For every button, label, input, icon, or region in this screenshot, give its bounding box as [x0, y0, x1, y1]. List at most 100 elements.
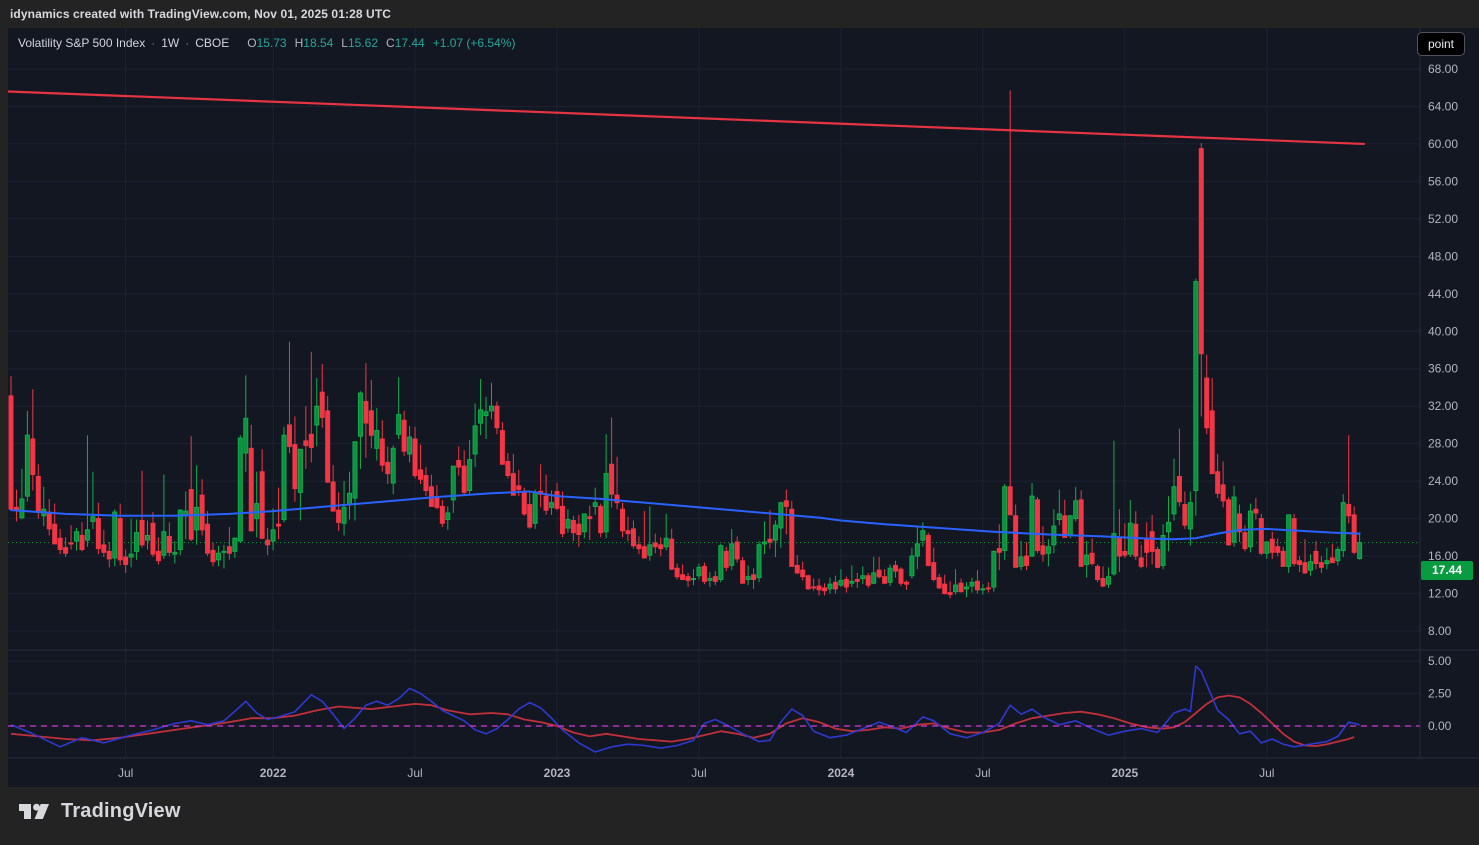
candle[interactable]	[1089, 538, 1095, 566]
candle[interactable]	[581, 513, 587, 539]
candle[interactable]	[603, 434, 609, 539]
candle[interactable]	[1307, 554, 1313, 576]
candle[interactable]	[822, 583, 828, 596]
candle[interactable]	[674, 563, 680, 580]
candle[interactable]	[259, 449, 265, 540]
candle[interactable]	[1198, 142, 1204, 417]
candle[interactable]	[445, 506, 451, 530]
candle[interactable]	[286, 341, 292, 454]
candle[interactable]	[510, 453, 516, 496]
candle[interactable]	[887, 564, 893, 587]
candle[interactable]	[756, 541, 762, 583]
candle[interactable]	[336, 492, 342, 531]
candle[interactable]	[772, 520, 778, 558]
candle[interactable]	[1171, 458, 1177, 521]
candle[interactable]	[1100, 566, 1106, 587]
trendline[interactable]	[8, 90, 1366, 146]
candle[interactable]	[134, 519, 140, 560]
candle[interactable]	[1226, 497, 1232, 546]
candle[interactable]	[52, 503, 58, 545]
candle[interactable]	[166, 522, 172, 557]
candle[interactable]	[832, 575, 838, 594]
candle[interactable]	[1297, 556, 1303, 572]
candle[interactable]	[226, 527, 232, 560]
candle[interactable]	[1335, 546, 1341, 566]
candle[interactable]	[882, 569, 888, 585]
indicator-blue-line[interactable]	[10, 665, 1360, 753]
price-chart-canvas[interactable]: Jul 2022 Jul 2023 Jul 2024 Jul 2025 Jul 68.00 64.0…	[8, 28, 1479, 787]
candle[interactable]	[1133, 511, 1139, 560]
candle[interactable]	[265, 527, 271, 556]
candle[interactable]	[991, 550, 997, 592]
candle[interactable]	[1105, 567, 1111, 588]
candle[interactable]	[199, 479, 205, 536]
candle[interactable]	[1302, 539, 1308, 574]
candle[interactable]	[1329, 543, 1335, 564]
candle[interactable]	[1275, 538, 1281, 557]
candle[interactable]	[155, 537, 161, 565]
candle[interactable]	[1062, 499, 1068, 538]
candle[interactable]	[740, 557, 746, 584]
candle[interactable]	[871, 557, 877, 585]
candle[interactable]	[909, 547, 915, 579]
candle[interactable]	[505, 453, 511, 479]
candle[interactable]	[1269, 531, 1275, 559]
candle[interactable]	[652, 533, 658, 554]
candle[interactable]	[854, 572, 860, 588]
candle[interactable]	[106, 542, 112, 568]
candle[interactable]	[1166, 496, 1172, 552]
candle[interactable]	[1078, 490, 1084, 567]
candle[interactable]	[1095, 564, 1101, 583]
candle[interactable]	[117, 503, 123, 566]
tradingview-logo-icon[interactable]	[18, 799, 52, 823]
candle[interactable]	[570, 515, 576, 542]
candle[interactable]	[592, 487, 598, 515]
candle[interactable]	[1280, 546, 1286, 567]
candle[interactable]	[488, 382, 494, 420]
candle[interactable]	[669, 528, 675, 571]
candle[interactable]	[407, 425, 413, 463]
candle[interactable]	[1209, 378, 1215, 475]
candle[interactable]	[576, 514, 582, 547]
candle[interactable]	[527, 491, 533, 529]
candle[interactable]	[925, 532, 931, 567]
candle[interactable]	[314, 378, 320, 447]
candle[interactable]	[1138, 544, 1144, 569]
candle[interactable]	[974, 570, 980, 594]
candle[interactable]	[112, 509, 118, 567]
candle[interactable]	[319, 364, 325, 428]
candle[interactable]	[243, 375, 249, 472]
candle[interactable]	[838, 569, 844, 587]
candle[interactable]	[123, 549, 129, 573]
candle[interactable]	[1084, 541, 1090, 578]
candle[interactable]	[1045, 539, 1051, 567]
price-axis[interactable]: 68.00 64.00 60.00 56.00 52.00 48.00 44.00 40.00…	[1428, 62, 1458, 733]
candle[interactable]	[1034, 497, 1040, 554]
candle[interactable]	[794, 555, 800, 574]
candle[interactable]	[532, 489, 538, 529]
candle[interactable]	[985, 582, 991, 593]
candle[interactable]	[1155, 546, 1161, 569]
candle[interactable]	[630, 520, 636, 549]
candle[interactable]	[390, 445, 396, 495]
candle[interactable]	[8, 376, 14, 511]
candle[interactable]	[876, 557, 882, 579]
candle[interactable]	[84, 435, 90, 547]
candle[interactable]	[767, 510, 773, 549]
candle[interactable]	[1357, 532, 1363, 560]
candle[interactable]	[696, 563, 702, 580]
candle[interactable]	[1204, 354, 1210, 435]
candle[interactable]	[439, 499, 445, 528]
candle[interactable]	[1122, 523, 1128, 558]
candle[interactable]	[341, 481, 347, 536]
candle[interactable]	[139, 470, 145, 548]
candle[interactable]	[412, 426, 418, 479]
candle[interactable]	[308, 351, 314, 463]
candle[interactable]	[685, 572, 691, 587]
candle[interactable]	[647, 506, 653, 561]
candle[interactable]	[74, 527, 80, 551]
interval-label[interactable]: 1W	[161, 36, 180, 50]
candle[interactable]	[90, 471, 96, 529]
candle[interactable]	[1187, 491, 1193, 546]
candle[interactable]	[63, 537, 69, 558]
